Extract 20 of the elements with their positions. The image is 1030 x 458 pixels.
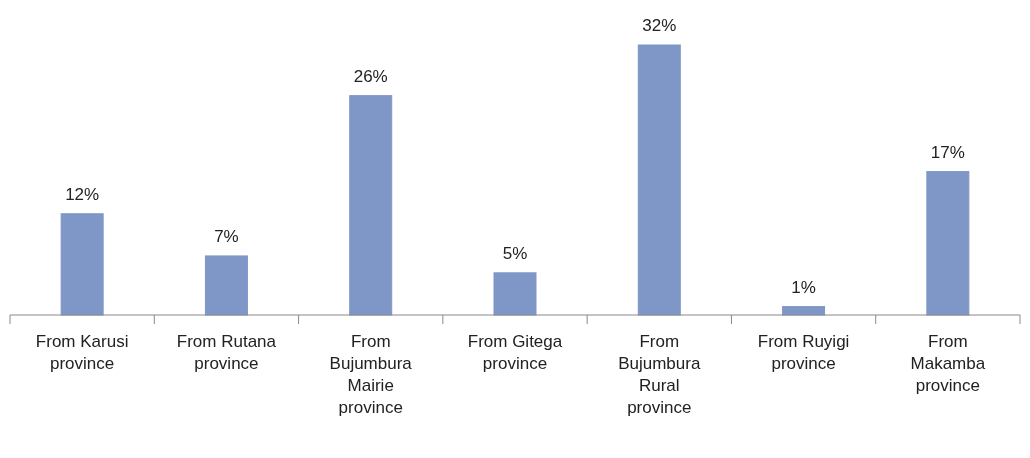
bar	[204, 255, 248, 316]
x-tick-label: From Bujumbura Rural province	[618, 332, 701, 418]
x-tick-label: From Karusi province	[35, 332, 129, 374]
data-label: 26%	[353, 66, 388, 86]
x-tick-label: From Ruyigi province	[757, 332, 850, 374]
bar	[926, 171, 970, 316]
data-label: 5%	[502, 243, 528, 263]
x-tick-label: From Makamba province	[910, 332, 986, 396]
data-label: 12%	[65, 184, 100, 204]
data-label: 7%	[214, 226, 239, 246]
x-tick-label: From Gitega province	[467, 332, 563, 374]
bar	[493, 272, 537, 316]
bar	[637, 44, 681, 316]
bar	[349, 95, 393, 316]
data-label: 17%	[930, 142, 965, 162]
x-tick-label: From Bujumbura Mairie province	[329, 332, 413, 418]
bar	[60, 213, 104, 316]
x-tick-label: From Rutana province	[176, 332, 277, 374]
data-label: 32%	[642, 16, 677, 35]
data-label: 1%	[791, 277, 816, 297]
